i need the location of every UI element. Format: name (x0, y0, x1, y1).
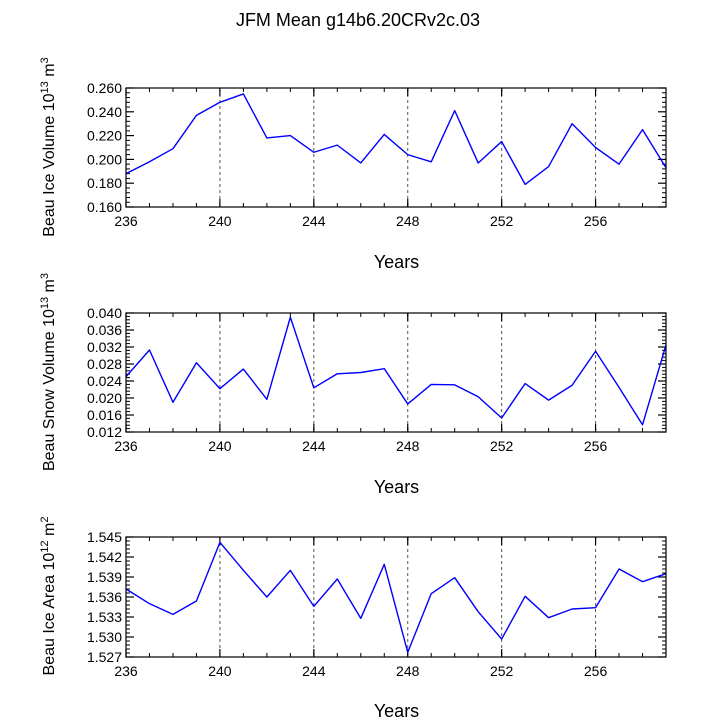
x-tick-label: 244 (302, 213, 326, 229)
panel-snow-volume: 236 240 244 248 252 2560.0120.0160.0200.0240.… (39, 273, 667, 497)
x-tick-label: 248 (396, 438, 420, 454)
y-axis-label-ice-volume: Beau Ice Volume 1013 m3 (39, 57, 58, 236)
series-line (125, 316, 667, 426)
y-axis-label-unit-exponent: 2 (39, 517, 51, 523)
x-tick-label: 244 (302, 438, 326, 454)
y-tick-label: 0.032 (87, 339, 122, 355)
y-tick-label: 0.012 (87, 424, 122, 440)
x-tick-label: 240 (208, 213, 232, 229)
plot-frame (125, 312, 667, 433)
x-tick-label: 236 (114, 663, 138, 679)
x-tick-label: 248 (396, 663, 420, 679)
y-axis-label-unit: m (41, 63, 58, 81)
x-tick-label: 244 (302, 663, 326, 679)
y-tick-label: 0.160 (87, 199, 122, 215)
y-tick-label: 0.180 (87, 175, 122, 191)
x-tick-label: 236 (114, 213, 138, 229)
plot-area-snow-volume: 236 240 244 248 252 2560.0120.0160.0200.0240.… (87, 305, 667, 454)
x-tick-label: 256 (584, 438, 608, 454)
y-tick-label: 0.016 (87, 407, 122, 423)
y-tick-label: 1.536 (87, 589, 122, 605)
x-tick-label: 236 (114, 438, 138, 454)
series-line (125, 93, 667, 186)
plot-frame (125, 536, 667, 658)
x-tick-label: 256 (584, 213, 608, 229)
y-tick-label: 1.539 (87, 569, 122, 585)
x-axis-label-ice-volume: Years (374, 252, 419, 272)
y-axis-label-base: Beau Snow Volume 10 (41, 309, 58, 471)
x-tick-label: 252 (490, 438, 514, 454)
plot-area-ice-area: 236 240 244 248 252 256 1.527 1.530 1.533 1.536 1.… (87, 529, 667, 679)
y-tick-label: 0.260 (87, 80, 122, 96)
x-axis-label-ice-area: Years (374, 701, 419, 717)
y-axis-label-exponent: 12 (39, 540, 51, 552)
chart-title: JFM Mean g14b6.20CRv2c.03 (236, 10, 480, 30)
y-axis-label-ice-area: Beau Ice Area 1012 m2 (39, 517, 58, 676)
y-tick-label: 1.527 (87, 649, 122, 665)
x-tick-label: 252 (490, 663, 514, 679)
x-tick-label: 248 (396, 213, 420, 229)
y-tick-label: 0.040 (87, 305, 122, 321)
x-tick-label: 256 (584, 663, 608, 679)
y-tick-label: 1.530 (87, 629, 122, 645)
y-tick-label: 0.240 (87, 104, 122, 120)
y-tick-label: 1.545 (87, 529, 122, 545)
y-tick-label: 0.024 (87, 373, 122, 389)
y-tick-label: 0.200 (87, 151, 122, 167)
x-axis-label-snow-volume: Years (374, 477, 419, 497)
series-line (125, 541, 667, 654)
y-tick-label: 0.020 (87, 390, 122, 406)
x-tick-label: 252 (490, 213, 514, 229)
y-tick-label: 1.542 (87, 549, 122, 565)
y-axis-label-exponent: 13 (39, 297, 51, 309)
y-tick-label: 1.533 (87, 609, 122, 625)
y-tick-label: 0.220 (87, 128, 122, 144)
plot-frame (125, 87, 667, 208)
y-axis-label-exponent: 13 (39, 81, 51, 93)
y-tick-label: 0.036 (87, 322, 122, 338)
y-axis-label-unit-exponent: 3 (39, 273, 51, 279)
panel-ice-volume: 236 240 244 248 252 256 0.160 0.180 0.200 0.220 0.… (39, 57, 667, 272)
y-tick-label: 0.028 (87, 356, 122, 372)
y-axis-label-unit: m (41, 279, 58, 297)
y-axis-label-base: Beau Ice Area 10 (41, 553, 58, 676)
panel-ice-area: 236 240 244 248 252 256 1.527 1.530 1.533 1.536 1.… (39, 517, 667, 717)
x-tick-label: 240 (208, 663, 232, 679)
y-axis-label-unit-exponent: 3 (39, 57, 51, 63)
y-axis-label-base: Beau Ice Volume 10 (41, 93, 58, 236)
x-tick-label: 240 (208, 438, 232, 454)
plot-area-ice-volume: 236 240 244 248 252 256 0.160 0.180 0.200 0.220 0.… (87, 80, 667, 229)
y-axis-label-snow-volume: Beau Snow Volume 1013 m3 (39, 273, 58, 471)
y-axis-label-unit: m (41, 523, 58, 541)
